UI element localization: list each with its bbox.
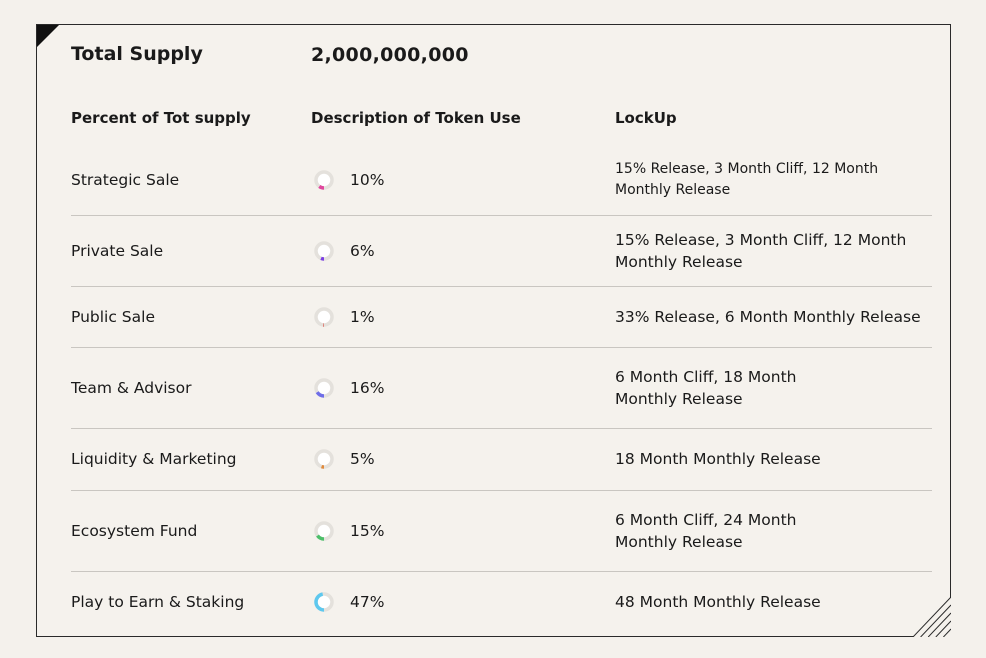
allocation-name: Strategic Sale	[71, 170, 180, 189]
lockup-line-1: 6 Month Cliff, 24 Month	[615, 510, 797, 529]
allocation-percent: 5%	[350, 450, 375, 468]
lockup-line-2: Monthly Release	[615, 532, 743, 551]
lockup-text: 33% Release, 6 Month Monthly Release	[615, 306, 935, 328]
table-row: Public Sale 1% 33% Release, 6 Month Monthl…	[71, 286, 932, 348]
allocation-name: Liquidity & Marketing	[71, 450, 237, 468]
allocation-donut-arc	[314, 306, 334, 327]
table-row: Ecosystem Fund 15% 6 Month Cliff, 24 Month…	[71, 490, 932, 572]
lockup-text: 48 Month Monthly Release	[615, 591, 935, 613]
header-description: Description of Token Use	[311, 109, 521, 127]
total-supply-label: Total Supply	[71, 43, 203, 65]
lockup-line-2: Monthly Release	[615, 389, 743, 408]
lockup-text: 6 Month Cliff, 24 Month Monthly Release	[615, 509, 935, 553]
lockup-text: 18 Month Monthly Release	[615, 448, 935, 470]
corner-hatch-decoration	[913, 597, 951, 637]
allocation-name: Ecosystem Fund	[71, 521, 198, 540]
allocation-donut-icon	[314, 169, 334, 190]
header-lockup: LockUp	[615, 109, 677, 127]
table-row: Play to Earn & Staking 47% 48 Month Monthl…	[71, 571, 932, 632]
table-row: Liquidity & Marketing 5% 18 Month Monthly …	[71, 428, 932, 491]
lockup-line-1: 33% Release, 6 Month Monthly Release	[615, 307, 921, 326]
allocation-donut-arc	[314, 377, 334, 398]
lockup-line-1: 6 Month Cliff, 18 Month	[615, 367, 797, 386]
allocation-donut-arc	[314, 240, 334, 261]
table-row: Strategic Sale 10% 15% Release, 3 Month Cl…	[71, 144, 932, 216]
allocation-percent: 15%	[350, 521, 385, 540]
allocation-percent: 47%	[350, 592, 385, 611]
allocation-percent: 16%	[350, 378, 385, 397]
table-row: Private Sale 6% 15% Release, 3 Month Cliff…	[71, 215, 932, 287]
allocation-donut-icon	[314, 520, 334, 541]
allocation-percent: 1%	[350, 307, 375, 326]
allocation-donut-icon	[314, 591, 334, 612]
allocation-name: Private Sale	[71, 241, 164, 260]
allocation-name: Play to Earn & Staking	[71, 592, 245, 611]
allocation-donut-icon	[314, 306, 334, 327]
allocation-donut-arc	[314, 520, 334, 541]
allocation-percent: 6%	[350, 241, 375, 260]
allocation-donut-arc	[314, 591, 334, 612]
total-supply-value: 2,000,000,000	[311, 44, 469, 66]
tokenomics-card: Total Supply 2,000,000,000 Percent of To…	[36, 24, 951, 637]
header-percent: Percent of Tot supply	[71, 109, 251, 127]
allocation-name: Public Sale	[71, 307, 155, 326]
allocation-donut-icon	[314, 240, 334, 261]
lockup-line-2: Monthly Release	[615, 252, 743, 271]
lockup-line-1: 48 Month Monthly Release	[615, 592, 821, 611]
allocation-name: Team & Advisor	[71, 378, 192, 397]
lockup-line-1: 15% Release, 3 Month Cliff, 12 Month	[615, 160, 879, 177]
allocation-donut-arc	[314, 169, 334, 190]
lockup-text: 15% Release, 3 Month Cliff, 12 Month Mont…	[615, 159, 935, 201]
allocation-donut-icon	[314, 377, 334, 398]
lockup-line-1: 18 Month Monthly Release	[615, 450, 821, 468]
table-row: Team & Advisor 16% 6 Month Cliff, 18 Month…	[71, 347, 932, 429]
corner-decoration	[37, 25, 59, 47]
lockup-line-2: Monthly Release	[615, 181, 731, 198]
allocation-donut-icon	[314, 449, 334, 469]
lockup-line-1: 15% Release, 3 Month Cliff, 12 Month	[615, 230, 907, 249]
lockup-text: 15% Release, 3 Month Cliff, 12 Month Mont…	[615, 229, 935, 273]
allocation-donut-arc	[314, 449, 334, 469]
lockup-text: 6 Month Cliff, 18 Month Monthly Release	[615, 366, 935, 410]
allocation-percent: 10%	[350, 170, 385, 189]
